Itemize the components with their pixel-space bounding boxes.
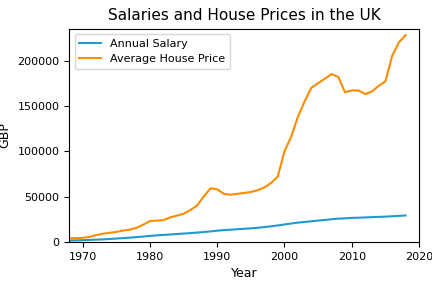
Annual Salary xyxy=(168,233,173,236)
Average House Price xyxy=(174,214,179,217)
Annual Salary xyxy=(396,214,401,218)
Line: Average House Price: Average House Price xyxy=(69,35,406,238)
Annual Salary xyxy=(174,232,179,236)
Average House Price xyxy=(396,41,401,44)
Line: Annual Salary: Annual Salary xyxy=(69,215,406,240)
Annual Salary xyxy=(140,235,146,238)
Average House Price xyxy=(309,86,314,90)
Annual Salary xyxy=(309,219,314,223)
Average House Price xyxy=(67,236,72,240)
Average House Price xyxy=(403,33,408,37)
Y-axis label: GBP: GBP xyxy=(0,122,12,148)
Annual Salary xyxy=(289,222,294,225)
X-axis label: Year: Year xyxy=(231,267,257,280)
Average House Price xyxy=(168,216,173,219)
Title: Salaries and House Prices in the UK: Salaries and House Prices in the UK xyxy=(108,8,381,23)
Annual Salary xyxy=(403,214,408,217)
Average House Price xyxy=(289,135,294,139)
Legend: Annual Salary, Average House Price: Annual Salary, Average House Price xyxy=(75,34,230,69)
Annual Salary xyxy=(67,239,72,242)
Average House Price xyxy=(140,223,146,226)
